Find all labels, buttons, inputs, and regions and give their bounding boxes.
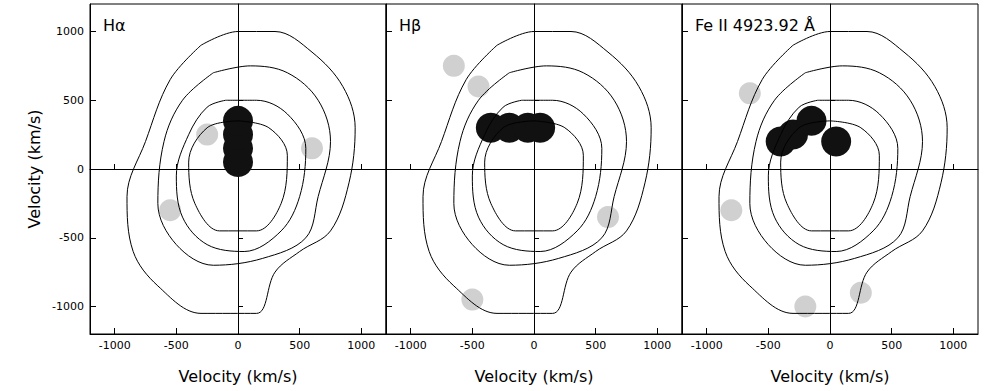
svg-text:-500: -500 — [164, 339, 189, 352]
svg-text:1000: 1000 — [56, 25, 84, 38]
svg-text:-1000: -1000 — [691, 339, 723, 352]
svg-text:0: 0 — [531, 339, 538, 352]
svg-text:-1000: -1000 — [395, 339, 427, 352]
svg-text:1000: 1000 — [347, 339, 375, 352]
svg-text:Velocity (km/s): Velocity (km/s) — [179, 367, 298, 386]
svg-text:Velocity (km/s): Velocity (km/s) — [25, 110, 44, 229]
svg-text:0: 0 — [827, 339, 834, 352]
svg-text:1000: 1000 — [939, 339, 967, 352]
svg-text:Velocity (km/s): Velocity (km/s) — [475, 367, 594, 386]
svg-text:0: 0 — [235, 339, 242, 352]
svg-text:-1000: -1000 — [52, 300, 84, 313]
svg-text:0: 0 — [77, 163, 84, 176]
svg-text:-500: -500 — [460, 339, 485, 352]
svg-text:500: 500 — [585, 339, 606, 352]
svg-text:Velocity (km/s): Velocity (km/s) — [771, 367, 890, 386]
svg-text:1000: 1000 — [643, 339, 671, 352]
svg-text:Hα: Hα — [103, 16, 126, 35]
svg-text:-500: -500 — [756, 339, 781, 352]
svg-text:500: 500 — [63, 94, 84, 107]
svg-text:-500: -500 — [59, 231, 84, 244]
svg-text:500: 500 — [289, 339, 310, 352]
svg-text:Hβ: Hβ — [399, 16, 421, 35]
svg-text:500: 500 — [881, 339, 902, 352]
svg-text:-1000: -1000 — [99, 339, 131, 352]
svg-text:Fe II 4923.92 Å: Fe II 4923.92 Å — [695, 16, 815, 35]
